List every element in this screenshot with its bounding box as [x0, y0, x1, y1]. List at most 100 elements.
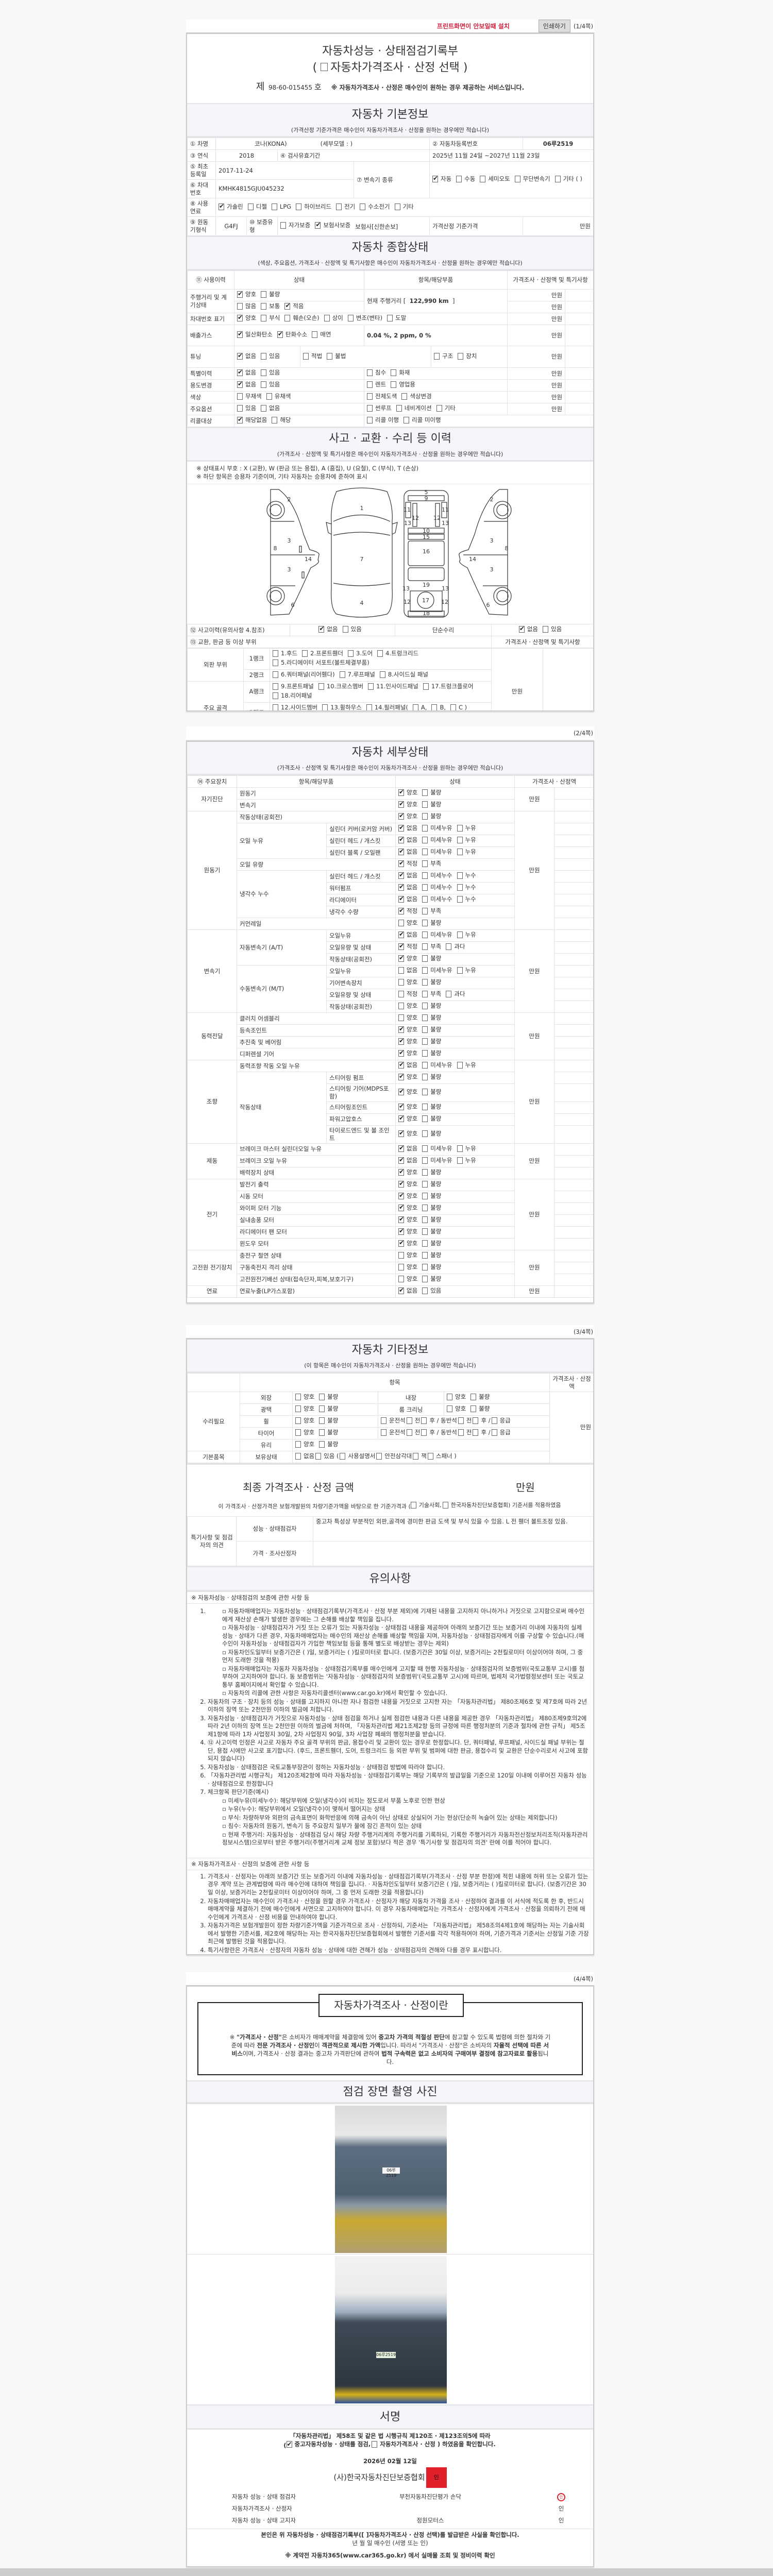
- checkbox-option[interactable]: 양호: [398, 788, 417, 796]
- checkbox-option[interactable]: 스패너 ): [427, 1452, 457, 1460]
- checkbox[interactable]: [410, 1501, 416, 1509]
- checkbox-option[interactable]: 양호: [398, 1263, 417, 1271]
- checkbox-option[interactable]: 불량: [422, 1088, 441, 1096]
- note-cell[interactable]: [554, 823, 593, 835]
- checkbox[interactable]: [319, 1429, 325, 1436]
- checkbox-option[interactable]: 보험사보증: [315, 221, 350, 229]
- checkbox-option[interactable]: 있음: [261, 352, 280, 360]
- note-cell[interactable]: [554, 1261, 593, 1274]
- checkbox-option[interactable]: 없음: [237, 352, 256, 360]
- checkbox-option[interactable]: 누유: [457, 967, 476, 974]
- checkbox-option[interactable]: 양호: [447, 1405, 466, 1413]
- checkbox[interactable]: [422, 1180, 428, 1188]
- checkbox[interactable]: [322, 704, 328, 710]
- checkbox[interactable]: [470, 1405, 477, 1413]
- checkbox-option[interactable]: 적정: [398, 859, 417, 868]
- checkbox[interactable]: [367, 417, 373, 424]
- checkbox[interactable]: [398, 1239, 404, 1247]
- checkbox[interactable]: [398, 930, 404, 939]
- note-cell[interactable]: [554, 989, 593, 1001]
- note-cell[interactable]: [554, 882, 593, 894]
- checkbox[interactable]: [398, 1049, 404, 1057]
- checkbox[interactable]: [422, 1216, 428, 1223]
- checkbox-option[interactable]: 양호: [398, 978, 417, 986]
- checkbox[interactable]: [398, 1061, 404, 1069]
- checkbox[interactable]: [422, 1275, 428, 1282]
- checkbox-option[interactable]: 없음: [518, 625, 538, 633]
- checkbox[interactable]: [398, 991, 405, 998]
- checkbox-option[interactable]: 없음: [398, 824, 417, 832]
- checkbox-option[interactable]: 불량: [422, 1038, 441, 1045]
- checkbox[interactable]: [273, 659, 278, 666]
- note-cell[interactable]: [543, 648, 593, 710]
- checkbox[interactable]: [319, 1405, 325, 1413]
- note-cell[interactable]: [565, 403, 593, 415]
- checkbox[interactable]: [457, 1157, 463, 1164]
- checkbox[interactable]: [422, 1168, 428, 1176]
- checkbox[interactable]: [266, 393, 272, 400]
- checkbox[interactable]: [422, 849, 428, 856]
- checkbox[interactable]: [422, 1287, 428, 1294]
- checkbox-option[interactable]: 후 /: [473, 1429, 491, 1436]
- checkbox[interactable]: [458, 352, 464, 360]
- checkbox-option[interactable]: 있음: [422, 1287, 441, 1295]
- checkbox[interactable]: [315, 1453, 322, 1460]
- checkbox[interactable]: [273, 671, 278, 678]
- checkbox[interactable]: [237, 393, 243, 400]
- checkbox[interactable]: [422, 825, 428, 832]
- checkbox-option[interactable]: 훼손(오손): [284, 314, 320, 322]
- checkbox[interactable]: [347, 315, 354, 322]
- note-cell[interactable]: [565, 325, 593, 346]
- checkbox-option[interactable]: 누유: [457, 1157, 476, 1164]
- note-cell[interactable]: [554, 787, 593, 800]
- checkbox-option[interactable]: 양호: [295, 1393, 314, 1401]
- checkbox-option[interactable]: 양호: [398, 1251, 417, 1259]
- checkbox-option[interactable]: 미세누유: [422, 824, 452, 832]
- checkbox[interactable]: [319, 1394, 325, 1401]
- checkbox[interactable]: [381, 1417, 386, 1425]
- checkbox[interactable]: [295, 1429, 301, 1436]
- checkbox-option[interactable]: 불량: [422, 1115, 441, 1123]
- checkbox-option[interactable]: 불량: [319, 1417, 338, 1425]
- checkbox[interactable]: [237, 330, 243, 338]
- checkbox-option[interactable]: 불량: [422, 801, 441, 808]
- checkbox-option[interactable]: 불량: [470, 1393, 490, 1401]
- checkbox[interactable]: [273, 683, 278, 690]
- note-cell[interactable]: [554, 941, 593, 954]
- checkbox[interactable]: [401, 393, 408, 400]
- note-cell[interactable]: [554, 1101, 593, 1114]
- checkbox-option[interactable]: 무채색: [237, 393, 262, 400]
- checkbox-option[interactable]: 불량: [422, 955, 441, 962]
- checkbox[interactable]: [396, 405, 402, 412]
- checkbox[interactable]: [398, 1275, 405, 1282]
- checkbox-option[interactable]: 부식: [261, 314, 280, 322]
- checkbox[interactable]: [398, 1037, 404, 1045]
- checkbox-option[interactable]: 양호: [398, 1025, 417, 1033]
- checkbox[interactable]: [457, 872, 463, 879]
- checkbox-option[interactable]: 없음: [398, 1286, 417, 1295]
- checkbox[interactable]: [273, 692, 278, 699]
- note-cell[interactable]: [554, 1190, 593, 1203]
- checkbox-option[interactable]: 없음: [318, 625, 338, 633]
- checkbox[interactable]: [398, 859, 404, 868]
- checkbox[interactable]: [398, 836, 404, 844]
- checkbox-option[interactable]: 응급: [491, 1429, 511, 1436]
- checkbox-option[interactable]: 자동차가격조사 · 산정 ) 하였음을 확인합니다.: [372, 2440, 496, 2448]
- checkbox-option[interactable]: 미세누유: [422, 1145, 452, 1153]
- note-cell[interactable]: [554, 1024, 593, 1037]
- checkbox-option[interactable]: 색상변경: [401, 393, 432, 400]
- checkbox-option[interactable]: 12.사이드멤버: [273, 704, 317, 710]
- checkbox-option[interactable]: 세미오토: [480, 175, 510, 183]
- checkbox[interactable]: [422, 884, 428, 891]
- checkbox-option[interactable]: 없음: [398, 848, 417, 856]
- checkbox[interactable]: [280, 222, 286, 229]
- checkbox-option[interactable]: 불량: [261, 291, 280, 298]
- price-select-checkbox[interactable]: [321, 63, 328, 71]
- checkbox[interactable]: [406, 1417, 412, 1425]
- checkbox[interactable]: [398, 967, 405, 974]
- checkbox-option[interactable]: 불량: [319, 1440, 338, 1448]
- checkbox[interactable]: [261, 315, 267, 322]
- checkbox[interactable]: [458, 1429, 464, 1436]
- checkbox-option[interactable]: 불량: [319, 1393, 338, 1401]
- checkbox[interactable]: [398, 1227, 404, 1235]
